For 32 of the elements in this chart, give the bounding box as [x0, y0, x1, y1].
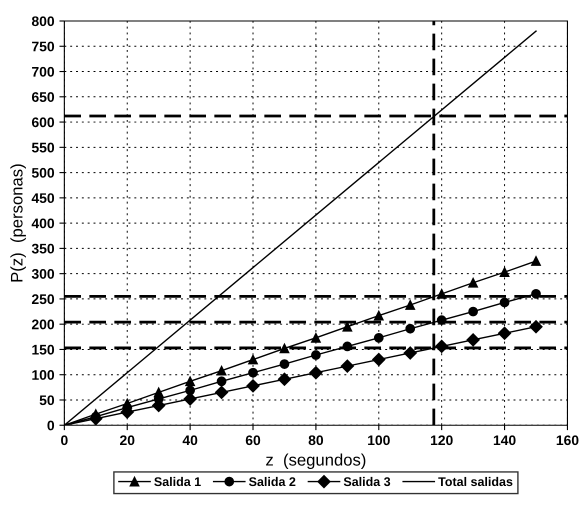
- y-tick-label: 350: [32, 244, 54, 254]
- y-tick-label: 550: [32, 142, 54, 152]
- legend-label: Salida 3: [344, 476, 390, 486]
- y-axis-title: P(z) (personas): [10, 164, 26, 282]
- y-tick-label: 700: [32, 66, 54, 77]
- x-tick-label: 120: [430, 435, 453, 446]
- legend-label: Total salidas: [438, 476, 512, 486]
- legend-label: Salida 2: [248, 476, 296, 486]
- y-tick-label: 250: [32, 294, 54, 304]
- x-tick-label: 40: [182, 435, 198, 446]
- x-tick-label: 140: [494, 435, 516, 446]
- y-tick-label: 200: [32, 320, 54, 330]
- y-tick-label: 400: [32, 218, 54, 228]
- x-tick-label: 100: [368, 435, 390, 446]
- x-axis-title: z (segundos): [266, 453, 366, 470]
- x-tick-label: 60: [246, 435, 260, 446]
- y-tick-label: 650: [32, 92, 54, 102]
- y-tick-label: 750: [32, 42, 54, 52]
- y-tick-label: 600: [32, 117, 54, 128]
- legend-label: Salida 1: [154, 476, 201, 486]
- y-tick-label: 500: [32, 168, 54, 178]
- y-tick-label: 150: [32, 344, 54, 355]
- y-tick-label: 800: [32, 16, 54, 26]
- y-tick-label: 100: [32, 370, 54, 380]
- x-tick-label: 0: [61, 435, 68, 446]
- y-tick-label: 50: [40, 395, 54, 406]
- x-tick-label: 20: [120, 435, 134, 446]
- x-tick-label: 80: [308, 435, 324, 446]
- y-tick-label: 300: [32, 268, 54, 279]
- x-tick-label: 160: [556, 435, 578, 446]
- y-tick-label: 0: [47, 420, 54, 430]
- y-tick-label: 450: [32, 193, 54, 204]
